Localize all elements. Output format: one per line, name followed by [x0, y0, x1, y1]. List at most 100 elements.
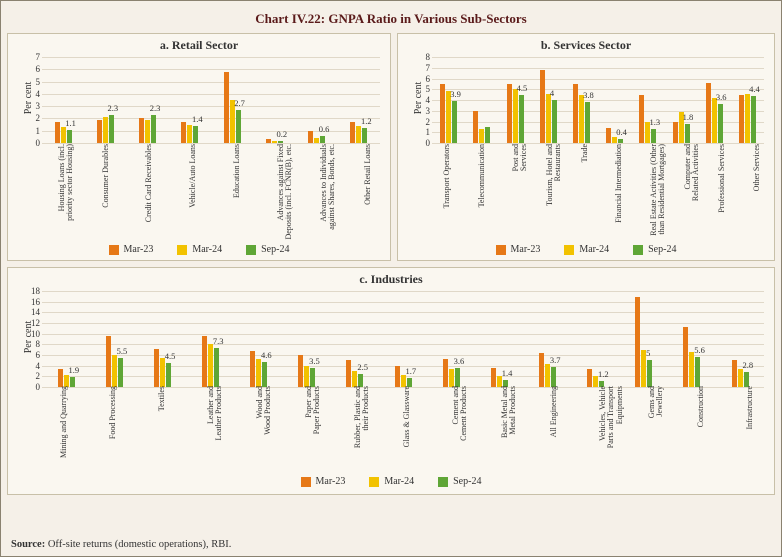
bar-sep24	[618, 139, 623, 143]
bar-sep24	[214, 348, 219, 387]
x-tick-label: Wood andWood Products	[256, 386, 273, 435]
x-tick-label: Gems andJewellery	[648, 386, 665, 418]
category-group: 1.1	[42, 57, 84, 143]
y-tick: 18	[20, 286, 40, 296]
top-row: a. Retail SectorPer cent012345671.12.32.…	[7, 33, 775, 261]
y-tick: 2	[20, 371, 40, 381]
value-label: 2.5	[357, 362, 368, 372]
legend-swatch	[369, 477, 379, 487]
category-group: 5.5	[90, 291, 138, 387]
y-tick: 6	[20, 350, 40, 360]
value-label: 4.6	[261, 350, 272, 360]
value-label: 2.8	[742, 360, 753, 370]
bar-mar23	[139, 118, 144, 143]
bars-region: 1.12.32.31.42.70.20.61.2	[42, 57, 380, 143]
x-tick-label: Advances to Individualsagainst Shares, B…	[320, 144, 337, 230]
x-tick-label: Construction	[697, 386, 705, 427]
bar-mar23	[440, 84, 445, 143]
category-group: 3.9	[432, 57, 465, 143]
bar-sep24	[67, 130, 72, 144]
x-labels: Housing Loans (incl.priority sector Hous…	[36, 144, 386, 224]
bar-mar24	[712, 98, 717, 143]
legend-item: Mar-24	[564, 244, 609, 255]
y-tick: 5	[20, 77, 40, 87]
category-group: 7.3	[186, 291, 234, 387]
chart-area: Per cent0246810121416181.95.54.57.34.63.…	[14, 289, 768, 385]
value-label: 4.5	[517, 83, 528, 93]
bar-sep24	[455, 368, 460, 387]
bar-mar24	[446, 91, 451, 143]
legend-item: Mar-23	[109, 244, 154, 255]
bar-mar24	[545, 364, 550, 387]
bar-sep24	[647, 360, 652, 387]
y-tick: 10	[20, 329, 40, 339]
chart-container: Chart IV.22: GNPA Ratio in Various Sub-S…	[0, 0, 782, 557]
plot: 0246810121416181.95.54.57.34.63.52.51.73…	[42, 291, 764, 387]
value-label: 5.5	[117, 346, 128, 356]
y-tick: 6	[20, 64, 40, 74]
bar-sep24	[651, 129, 656, 143]
x-tick-label: Mining and Quarrying	[60, 386, 68, 458]
value-label: 3.9	[450, 89, 461, 99]
legend: Mar-23 Mar-24 Sep-24	[398, 244, 774, 255]
bar-mar23	[683, 327, 688, 387]
bar-mar23	[639, 95, 644, 143]
legend-item: Mar-23	[496, 244, 541, 255]
legend-swatch	[438, 477, 448, 487]
y-tick: 6	[410, 74, 430, 84]
bar-mar23	[106, 336, 111, 387]
legend-swatch	[496, 245, 506, 255]
bar-mar24	[479, 129, 484, 143]
x-tick-label: Credit Card Receivables	[145, 144, 153, 222]
y-tick: 1	[20, 126, 40, 136]
legend: Mar-23Mar-24Sep-24	[8, 244, 390, 255]
bar-mar23	[350, 122, 355, 143]
bar-mar23	[202, 336, 207, 387]
x-tick-label: Trade	[581, 144, 589, 162]
x-tick-label: Leather andLeather Products	[207, 386, 224, 440]
category-group: 1.4	[475, 291, 523, 387]
legend-label: Sep-24	[648, 244, 676, 255]
bar-mar24	[513, 89, 518, 143]
x-tick-label: Cement andCement Products	[452, 386, 469, 441]
bar-sep24	[695, 357, 700, 387]
x-tick-label: Telecommunication	[478, 144, 486, 207]
bar-sep24	[236, 110, 241, 143]
category-group: 1.7	[379, 291, 427, 387]
bar-mar23	[539, 353, 544, 387]
value-label: 3.8	[583, 90, 594, 100]
legend-swatch	[109, 245, 119, 255]
category-group: 0.4	[598, 57, 631, 143]
value-label: 0.2	[276, 129, 287, 139]
source-note: Source: Off-site returns (domestic opera…	[11, 539, 231, 550]
legend-label: Mar-24	[384, 476, 414, 487]
x-tick-label: Consumer Durables	[102, 144, 110, 208]
bar-mar23	[308, 131, 313, 143]
bar-mar24	[579, 95, 584, 143]
legend-label: Mar-23	[316, 476, 346, 487]
legend-label: Sep-24	[453, 476, 481, 487]
value-label: 1.4	[502, 368, 513, 378]
bar-sep24	[685, 124, 690, 143]
y-tick: 2	[20, 113, 40, 123]
bar-sep24	[320, 136, 325, 143]
bar-mar24	[689, 352, 694, 387]
category-group: 4.5	[138, 291, 186, 387]
x-tick-label: Other Services	[753, 144, 761, 191]
bar-mar24	[160, 358, 165, 387]
x-tick-label: Education Loans	[233, 144, 241, 198]
x-labels: Transport OperatorsTelecommunicationPost…	[426, 144, 770, 224]
bar-mar23	[573, 84, 578, 143]
bar-mar23	[346, 360, 351, 387]
chart-area: Per cent012345671.12.32.31.42.70.20.61.2	[14, 55, 384, 141]
y-tick: 4	[20, 361, 40, 371]
bar-mar23	[507, 84, 512, 143]
legend-swatch	[633, 245, 643, 255]
bar-sep24	[193, 126, 198, 143]
value-label: 3.5	[309, 356, 320, 366]
y-tick: 7	[20, 52, 40, 62]
x-tick-label: Glass & Glassware	[403, 386, 411, 447]
legend-item: Mar-24	[369, 476, 414, 487]
value-label: 4	[550, 88, 554, 98]
bar-mar24	[272, 141, 277, 143]
